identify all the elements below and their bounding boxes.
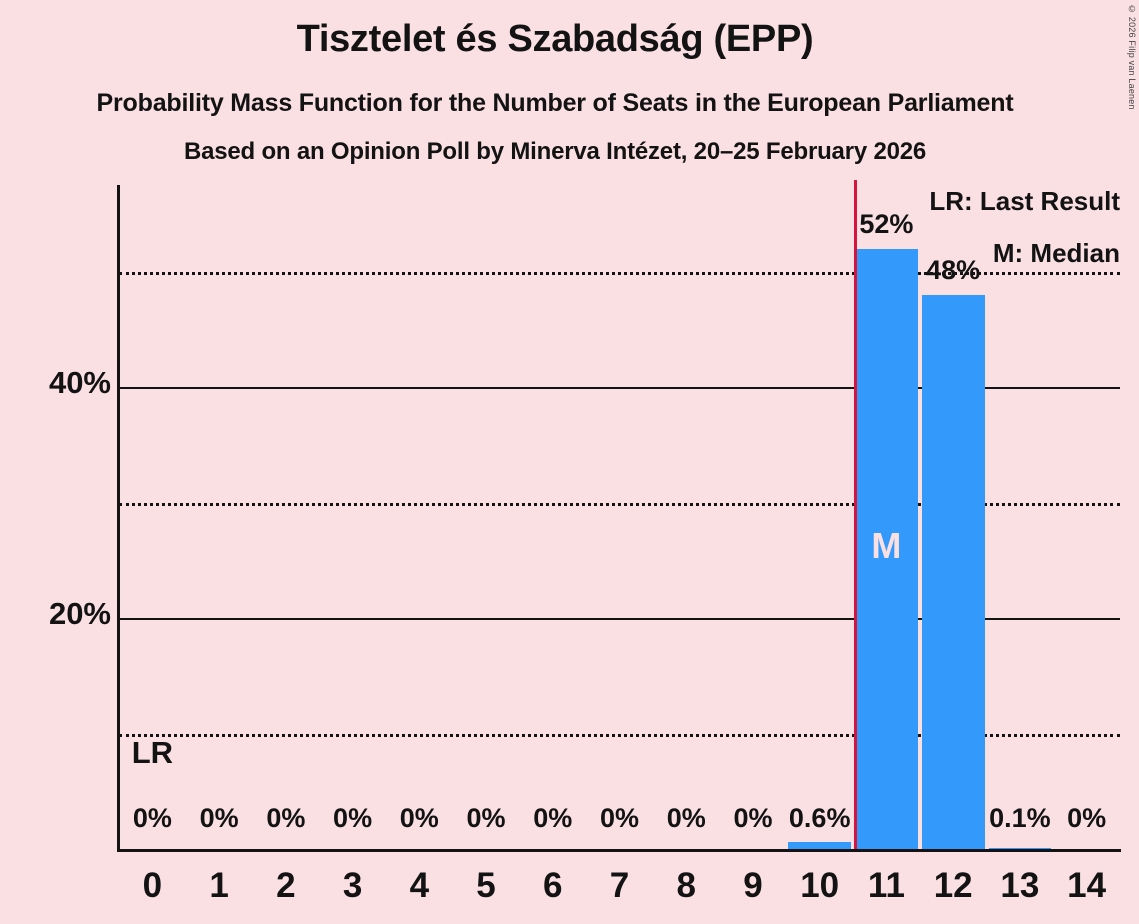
gridline-30 bbox=[119, 502, 1120, 506]
bar-value-label-seat-8: 0% bbox=[666, 803, 706, 833]
x-tick-label-1: 1 bbox=[209, 866, 229, 905]
bar-value-label-seat-4: 0% bbox=[399, 803, 439, 833]
chart-plot-area bbox=[117, 180, 1121, 852]
bar-seat-10 bbox=[788, 842, 852, 849]
gridline-40 bbox=[119, 387, 1120, 390]
gridline-50 bbox=[119, 271, 1120, 275]
page-title: Tisztelet és Szabadság (EPP) bbox=[296, 18, 814, 60]
y-tick-label: 20% bbox=[48, 596, 111, 632]
median-line bbox=[854, 180, 858, 849]
x-tick-label-13: 13 bbox=[1000, 866, 1040, 905]
bar-value-label-seat-11: 52% bbox=[859, 208, 914, 239]
bar-value-label-seat-3: 0% bbox=[333, 803, 373, 833]
chart-subtitle-source: Based on an Opinion Poll by Minerva Inté… bbox=[183, 138, 927, 165]
bar-value-label-seat-10: 0.6% bbox=[788, 803, 851, 833]
bar-value-label-seat-0: 0% bbox=[132, 803, 172, 833]
x-tick-label-10: 10 bbox=[800, 866, 840, 905]
copyright-notice: © 2026 Filip van Laenen bbox=[1127, 4, 1137, 110]
x-tick-label-3: 3 bbox=[342, 866, 363, 905]
y-tick-label: 40% bbox=[48, 365, 111, 401]
x-tick-label-14: 14 bbox=[1067, 866, 1107, 905]
x-tick-label-0: 0 bbox=[142, 866, 163, 905]
chart-subtitle-primary: Probability Mass Function for the Number… bbox=[96, 89, 1014, 117]
x-tick-label-6: 6 bbox=[543, 866, 563, 905]
x-tick-label-8: 8 bbox=[676, 866, 696, 905]
y-axis-line bbox=[117, 185, 120, 849]
bar-value-label-seat-2: 0% bbox=[266, 803, 306, 833]
bar-value-label-seat-6: 0% bbox=[533, 803, 573, 833]
bar-value-label-seat-9: 0% bbox=[733, 803, 773, 833]
bar-value-label-seat-1: 0% bbox=[199, 803, 239, 833]
bar-value-label-seat-7: 0% bbox=[599, 803, 640, 833]
bar-seat-12 bbox=[921, 294, 985, 849]
x-axis-line bbox=[117, 849, 1121, 852]
bar-value-label-seat-14: 0% bbox=[1067, 803, 1107, 833]
bar-value-label-seat-13: 0.1% bbox=[989, 803, 1051, 833]
x-tick-label-12: 12 bbox=[933, 866, 973, 905]
x-tick-label-9: 9 bbox=[743, 866, 763, 905]
x-tick-label-11: 11 bbox=[867, 866, 905, 905]
x-tick-label-4: 4 bbox=[409, 866, 430, 905]
x-tick-label-5: 5 bbox=[476, 866, 496, 905]
legend-median: M: Median bbox=[992, 238, 1120, 268]
bar-seat-11 bbox=[855, 248, 918, 849]
gridline-20 bbox=[119, 618, 1120, 621]
legend-last-result: LR: Last Result bbox=[929, 186, 1120, 216]
bar-value-label-seat-5: 0% bbox=[466, 803, 506, 833]
x-tick-label-7: 7 bbox=[609, 866, 630, 905]
bar-seat-13 bbox=[988, 847, 1052, 849]
last-result-marker: LR bbox=[131, 735, 174, 770]
x-tick-label-2: 2 bbox=[276, 866, 296, 905]
bar-value-label-seat-12: 48% bbox=[926, 254, 981, 285]
gridline-10 bbox=[119, 733, 1120, 737]
median-marker: M bbox=[871, 525, 902, 566]
